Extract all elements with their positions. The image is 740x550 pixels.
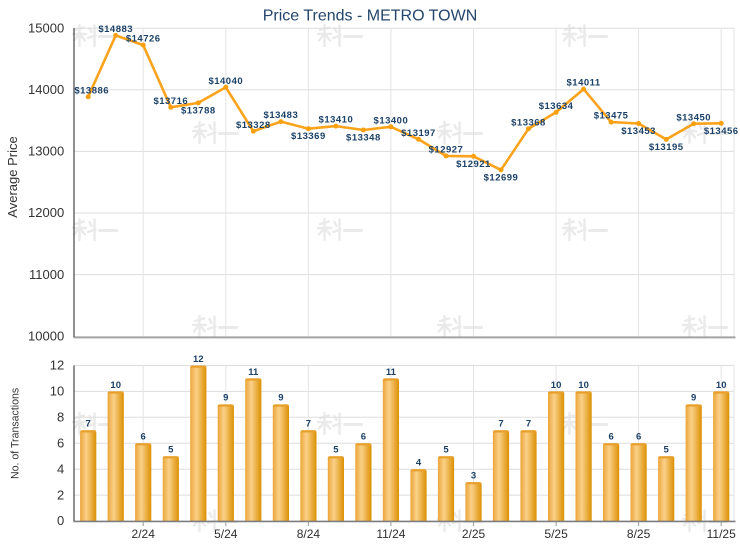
svg-text:6: 6	[57, 435, 64, 450]
svg-text:$13450: $13450	[676, 112, 711, 123]
svg-text:0: 0	[57, 513, 64, 528]
svg-text:12: 12	[193, 354, 204, 365]
svg-text:$13410: $13410	[319, 115, 354, 126]
svg-text:15000: 15000	[28, 20, 64, 35]
svg-text:10000: 10000	[28, 328, 64, 343]
svg-text:7: 7	[498, 419, 503, 430]
svg-text:$13328: $13328	[236, 120, 271, 131]
svg-text:11/25: 11/25	[707, 527, 736, 541]
svg-text:12000: 12000	[28, 205, 64, 220]
svg-text:$13400: $13400	[374, 115, 409, 126]
svg-text:8/24: 8/24	[297, 527, 321, 541]
svg-text:$13788: $13788	[181, 105, 216, 116]
svg-text:7: 7	[306, 419, 311, 430]
svg-text:4: 4	[416, 458, 422, 469]
svg-text:2/25: 2/25	[462, 527, 486, 541]
svg-text:7: 7	[86, 419, 91, 430]
svg-text:$14726: $14726	[126, 34, 161, 45]
svg-text:11/24: 11/24	[376, 527, 405, 541]
svg-text:10: 10	[551, 380, 562, 391]
svg-text:$13197: $13197	[401, 128, 436, 139]
svg-text:5: 5	[443, 445, 449, 456]
svg-text:14000: 14000	[28, 82, 64, 97]
svg-text:10: 10	[578, 380, 589, 391]
svg-text:5: 5	[168, 445, 174, 456]
svg-text:$13195: $13195	[649, 142, 684, 153]
svg-text:5/25: 5/25	[544, 527, 568, 541]
svg-text:12: 12	[50, 358, 64, 373]
svg-text:9: 9	[278, 393, 283, 404]
svg-text:5: 5	[333, 445, 339, 456]
svg-text:$13483: $13483	[264, 110, 299, 121]
svg-text:$12699: $12699	[484, 172, 519, 183]
svg-text:13000: 13000	[28, 144, 64, 159]
svg-text:No. of Transactions: No. of Transactions	[10, 388, 22, 479]
svg-text:Average Price: Average Price	[5, 136, 20, 217]
svg-text:$14011: $14011	[567, 78, 601, 89]
svg-text:3: 3	[471, 471, 476, 482]
svg-text:6: 6	[636, 432, 641, 443]
svg-text:7: 7	[526, 419, 531, 430]
svg-text:6: 6	[141, 432, 146, 443]
svg-text:$13453: $13453	[621, 126, 656, 137]
svg-text:4: 4	[57, 461, 64, 476]
svg-text:$13716: $13716	[153, 96, 188, 107]
svg-text:$14883: $14883	[98, 24, 133, 35]
svg-text:10: 10	[110, 380, 121, 391]
svg-text:10: 10	[50, 384, 64, 399]
svg-text:11: 11	[248, 367, 259, 378]
svg-text:2: 2	[57, 487, 64, 502]
svg-text:9: 9	[223, 393, 228, 404]
svg-text:$13369: $13369	[291, 131, 326, 142]
svg-text:6: 6	[608, 432, 613, 443]
svg-text:9: 9	[691, 393, 696, 404]
svg-text:$13886: $13886	[74, 85, 109, 96]
svg-text:8: 8	[57, 410, 64, 425]
svg-text:$13475: $13475	[594, 111, 629, 122]
svg-text:8/25: 8/25	[627, 527, 651, 541]
svg-text:Price Trends - METRO TOWN: Price Trends - METRO TOWN	[263, 8, 478, 25]
svg-text:$14040: $14040	[208, 76, 243, 87]
svg-text:11: 11	[386, 367, 397, 378]
svg-text:$13456: $13456	[704, 126, 739, 137]
svg-text:11000: 11000	[29, 267, 64, 282]
svg-text:5: 5	[664, 445, 670, 456]
svg-text:$12921: $12921	[456, 159, 491, 170]
svg-text:$13348: $13348	[346, 133, 381, 144]
svg-text:$13368: $13368	[511, 117, 546, 128]
svg-text:5/24: 5/24	[214, 527, 238, 541]
svg-text:2/24: 2/24	[132, 527, 156, 541]
svg-text:6: 6	[361, 432, 366, 443]
svg-text:10: 10	[716, 380, 727, 391]
svg-text:$12927: $12927	[429, 145, 464, 156]
svg-text:$13634: $13634	[539, 101, 574, 112]
